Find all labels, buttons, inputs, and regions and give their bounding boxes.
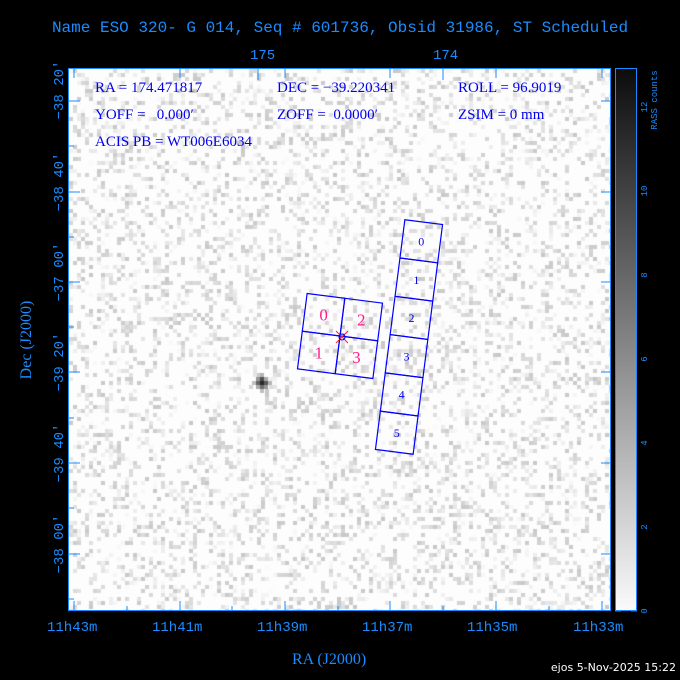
colorbar-tick-label: 12 (640, 101, 650, 113)
acis-s-chip-label: 1 (413, 273, 419, 287)
x-tick-label: 11h43m (47, 620, 98, 636)
acis-i-chip (334, 335, 379, 380)
acis-s-chip-label: 5 (394, 426, 400, 440)
colorbar-tick-label: 6 (640, 356, 650, 362)
zsim-value: ZSIM = 0 mm (458, 107, 545, 123)
acis-s-chip (374, 410, 419, 455)
y-axis-label: Dec (J2000) (18, 300, 35, 380)
colorbar-tick-label: 10 (640, 185, 650, 197)
y-tick-label: −39 40′ (52, 423, 68, 483)
yoff-value: YOFF = 0.000′ (95, 107, 194, 123)
acis-pb-value: ACIS PB = WT006E6034 (95, 134, 252, 150)
top-tick-label: 174 (433, 48, 459, 64)
acis-s-chip-label: 3 (404, 349, 410, 363)
y-tick-label: −38 20′ (52, 60, 68, 120)
y-tick-label: −39 20′ (52, 332, 68, 392)
zoff-value: ZOFF = 0.0000′ (277, 107, 378, 123)
acis-i-chip-label: 3 (352, 348, 361, 367)
footer-timestamp: ejos 5-Nov-2025 15:22 (550, 661, 676, 674)
target-marker (338, 333, 346, 341)
acis-i-chip-label: 1 (314, 343, 323, 362)
colorbar (615, 68, 637, 611)
roll-value: ROLL = 96.9019 (458, 80, 562, 96)
x-tick-label: 11h41m (152, 620, 203, 636)
aimpoint-marker (335, 330, 349, 344)
plot-title: Name ESO 320- G 014, Seq # 601736, Obsid… (51, 19, 629, 37)
x-axis-label: RA (J2000) (292, 651, 367, 668)
colorbar-label: RASS counts (650, 70, 660, 130)
top-tick-label: 175 (250, 48, 276, 64)
acis-i-chip-label: 2 (357, 311, 366, 330)
x-tick-label: 11h35m (467, 620, 518, 636)
x-tick-label: 11h37m (362, 620, 413, 636)
y-tick-label: −38 40′ (52, 152, 68, 212)
acis-s-chip-label: 0 (418, 234, 424, 248)
colorbar-tick-label: 4 (640, 440, 650, 446)
acis-s-chip-label: 4 (399, 388, 405, 402)
ra-value: RA = 174.471817 (95, 80, 203, 96)
y-tick-label: −37 00′ (52, 242, 68, 302)
dec-value: DEC = −39.220341 (277, 80, 396, 96)
x-tick-label: 11h33m (573, 620, 624, 636)
acis-s-chip-label: 2 (408, 311, 414, 325)
colorbar-tick-label: 8 (640, 272, 650, 278)
acis-i-chip-label: 0 (319, 306, 328, 325)
y-tick-label: −38 00′ (52, 514, 68, 574)
colorbar-tick-label: 0 (640, 608, 650, 614)
colorbar-tick-label: 2 (640, 524, 650, 530)
x-tick-label: 11h39m (257, 620, 308, 636)
